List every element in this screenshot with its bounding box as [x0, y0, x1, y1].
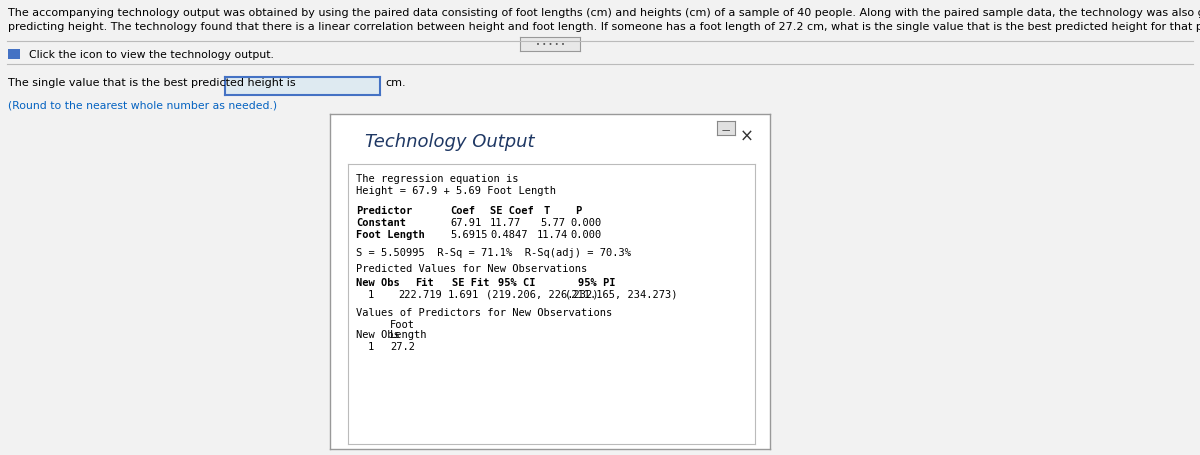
Text: The accompanying technology output was obtained by using the paired data consist: The accompanying technology output was o…: [8, 8, 1200, 18]
Text: 0.000: 0.000: [570, 217, 601, 228]
Text: Coef: Coef: [450, 206, 475, 216]
Text: predicting height. The technology found that there is a linear correlation betwe: predicting height. The technology found …: [8, 22, 1200, 32]
Text: SE Fit: SE Fit: [452, 278, 490, 288]
Text: 1.691: 1.691: [448, 289, 479, 299]
Text: Height = 67.9 + 5.69 Foot Length: Height = 67.9 + 5.69 Foot Length: [356, 186, 556, 196]
Text: New Obs: New Obs: [356, 278, 400, 288]
Text: SE Coef: SE Coef: [490, 206, 534, 216]
Text: 67.91: 67.91: [450, 217, 481, 228]
Text: Values of Predictors for New Observations: Values of Predictors for New Observation…: [356, 307, 612, 317]
Text: Constant: Constant: [356, 217, 406, 228]
Text: (211.165, 234.273): (211.165, 234.273): [565, 289, 678, 299]
Text: Foot Length: Foot Length: [356, 229, 425, 239]
Text: 11.77: 11.77: [490, 217, 521, 228]
Text: 1: 1: [368, 289, 374, 299]
Text: 27.2: 27.2: [390, 341, 415, 351]
Text: 11.74: 11.74: [538, 229, 569, 239]
Text: Click the icon to view the technology output.: Click the icon to view the technology ou…: [22, 50, 274, 60]
Text: 95% CI: 95% CI: [498, 278, 535, 288]
Text: New Obs: New Obs: [356, 329, 400, 339]
Text: Predicted Values for New Observations: Predicted Values for New Observations: [356, 263, 587, 273]
Text: cm.: cm.: [385, 78, 406, 88]
Text: (Round to the nearest whole number as needed.): (Round to the nearest whole number as ne…: [8, 100, 277, 110]
Text: Predictor: Predictor: [356, 206, 413, 216]
Text: 5.77: 5.77: [540, 217, 565, 228]
Text: ×: ×: [740, 128, 754, 146]
Text: Technology Output: Technology Output: [365, 133, 534, 151]
Text: 0.000: 0.000: [570, 229, 601, 239]
Text: S = 5.50995  R-Sq = 71.1%  R-Sq(adj) = 70.3%: S = 5.50995 R-Sq = 71.1% R-Sq(adj) = 70.…: [356, 248, 631, 258]
Text: —: —: [722, 126, 730, 135]
Text: Fit: Fit: [415, 278, 433, 288]
Text: 95% PI: 95% PI: [578, 278, 616, 288]
Text: 0.4847: 0.4847: [490, 229, 528, 239]
Text: • • • • •: • • • • •: [535, 42, 564, 48]
Text: 222.719: 222.719: [398, 289, 442, 299]
Text: The single value that is the best predicted height is: The single value that is the best predic…: [8, 78, 295, 88]
Text: 5.6915: 5.6915: [450, 229, 487, 239]
Text: The regression equation is: The regression equation is: [356, 174, 518, 184]
Text: 1: 1: [368, 341, 374, 351]
Text: (219.206, 226.232): (219.206, 226.232): [486, 289, 599, 299]
Text: Length: Length: [390, 329, 427, 339]
Text: Foot: Foot: [390, 319, 415, 329]
Text: T: T: [542, 206, 550, 216]
Text: P: P: [575, 206, 581, 216]
